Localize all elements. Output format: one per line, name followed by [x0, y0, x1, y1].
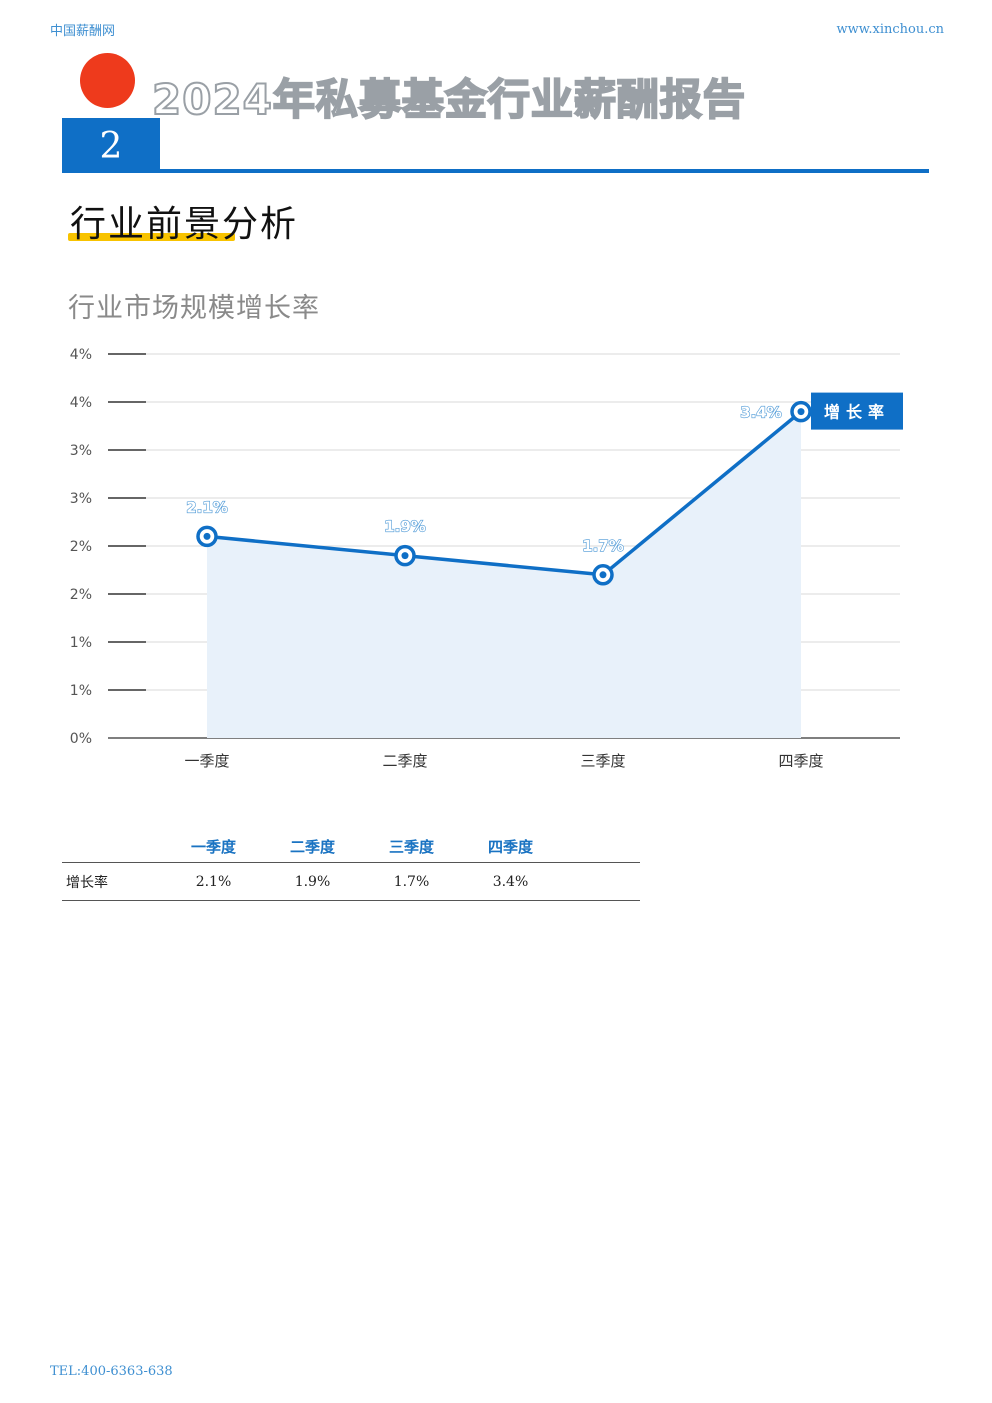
- growth-rate-line-chart: 0% 1% 1% 2% 2% 3% 3% 4% 4% 一季度 二季度 三季度 四季度 2.1% 1.9% 1…: [70, 347, 903, 770]
- table-header-q2: 二季度: [263, 830, 362, 863]
- table-header-row: 一季度 二季度 三季度 四季度: [62, 830, 640, 863]
- y-tick-label: 0%: [70, 731, 92, 747]
- data-point-center: [797, 408, 805, 416]
- y-tick-label: 3%: [70, 491, 92, 507]
- chart-title: 行业市场规模增长率: [68, 293, 320, 324]
- table-cell: 2.1%: [164, 862, 263, 901]
- data-point-center: [401, 552, 409, 560]
- chart-legend: 增长率: [811, 392, 903, 430]
- red-circle-decoration: [80, 53, 135, 108]
- table-cell: 1.9%: [263, 862, 362, 901]
- table-header-spacer: [560, 830, 640, 863]
- chapter-number: 2: [99, 126, 123, 167]
- y-tick-label: 1%: [70, 683, 92, 699]
- data-point-center: [203, 532, 211, 540]
- x-tick-label: 四季度: [778, 752, 823, 770]
- table-cell: 1.7%: [362, 862, 461, 901]
- data-label: 3.4%: [740, 404, 782, 422]
- table-cell-spacer: [560, 862, 640, 901]
- growth-rate-table: 一季度 二季度 三季度 四季度 增长率 2.1% 1.9% 1.7% 3.4%: [62, 830, 640, 901]
- x-tick-label: 三季度: [580, 752, 625, 770]
- section-title-highlight: [68, 233, 235, 241]
- section-title: 行业前景分析: [70, 204, 299, 245]
- site-url[interactable]: www.xinchou.cn: [836, 22, 944, 37]
- data-point-center: [599, 571, 607, 579]
- table-row-label: 增长率: [62, 862, 164, 901]
- data-label: 1.9%: [384, 518, 426, 536]
- chapter-badge: [62, 118, 160, 172]
- table-header-blank: [62, 830, 164, 863]
- legend-badge: [811, 392, 903, 430]
- header-rule: [62, 169, 929, 173]
- site-name: 中国薪酬网: [50, 24, 116, 39]
- report-title: 2024年私募基金行业薪酬报告: [151, 74, 746, 125]
- x-tick-label: 一季度: [184, 752, 229, 770]
- chart-area: [207, 411, 801, 738]
- series-line: [206, 410, 803, 577]
- table-header-q4: 四季度: [461, 830, 560, 863]
- table-cell: 3.4%: [461, 862, 560, 901]
- footer-tel: TEL:400-6363-638: [50, 1364, 173, 1379]
- y-tick-label: 2%: [70, 587, 92, 603]
- legend-label: 增长率: [824, 403, 890, 422]
- table-header-q1: 一季度: [164, 830, 263, 863]
- y-tick-label: 1%: [70, 635, 92, 651]
- y-tick-label: 4%: [70, 395, 92, 411]
- data-label: 2.1%: [186, 498, 228, 516]
- table-header-q3: 三季度: [362, 830, 461, 863]
- y-tick-label: 2%: [70, 539, 92, 555]
- x-tick-label: 二季度: [382, 752, 427, 770]
- chart-line: [196, 400, 812, 586]
- series-area-fill: [207, 411, 801, 738]
- y-tick-label: 4%: [70, 347, 92, 363]
- data-label: 1.7%: [582, 537, 624, 555]
- chart-labels: 2.1% 1.9% 1.7% 3.4%: [186, 403, 783, 555]
- table-row: 增长率 2.1% 1.9% 1.7% 3.4%: [62, 862, 640, 901]
- y-tick-label: 3%: [70, 443, 92, 459]
